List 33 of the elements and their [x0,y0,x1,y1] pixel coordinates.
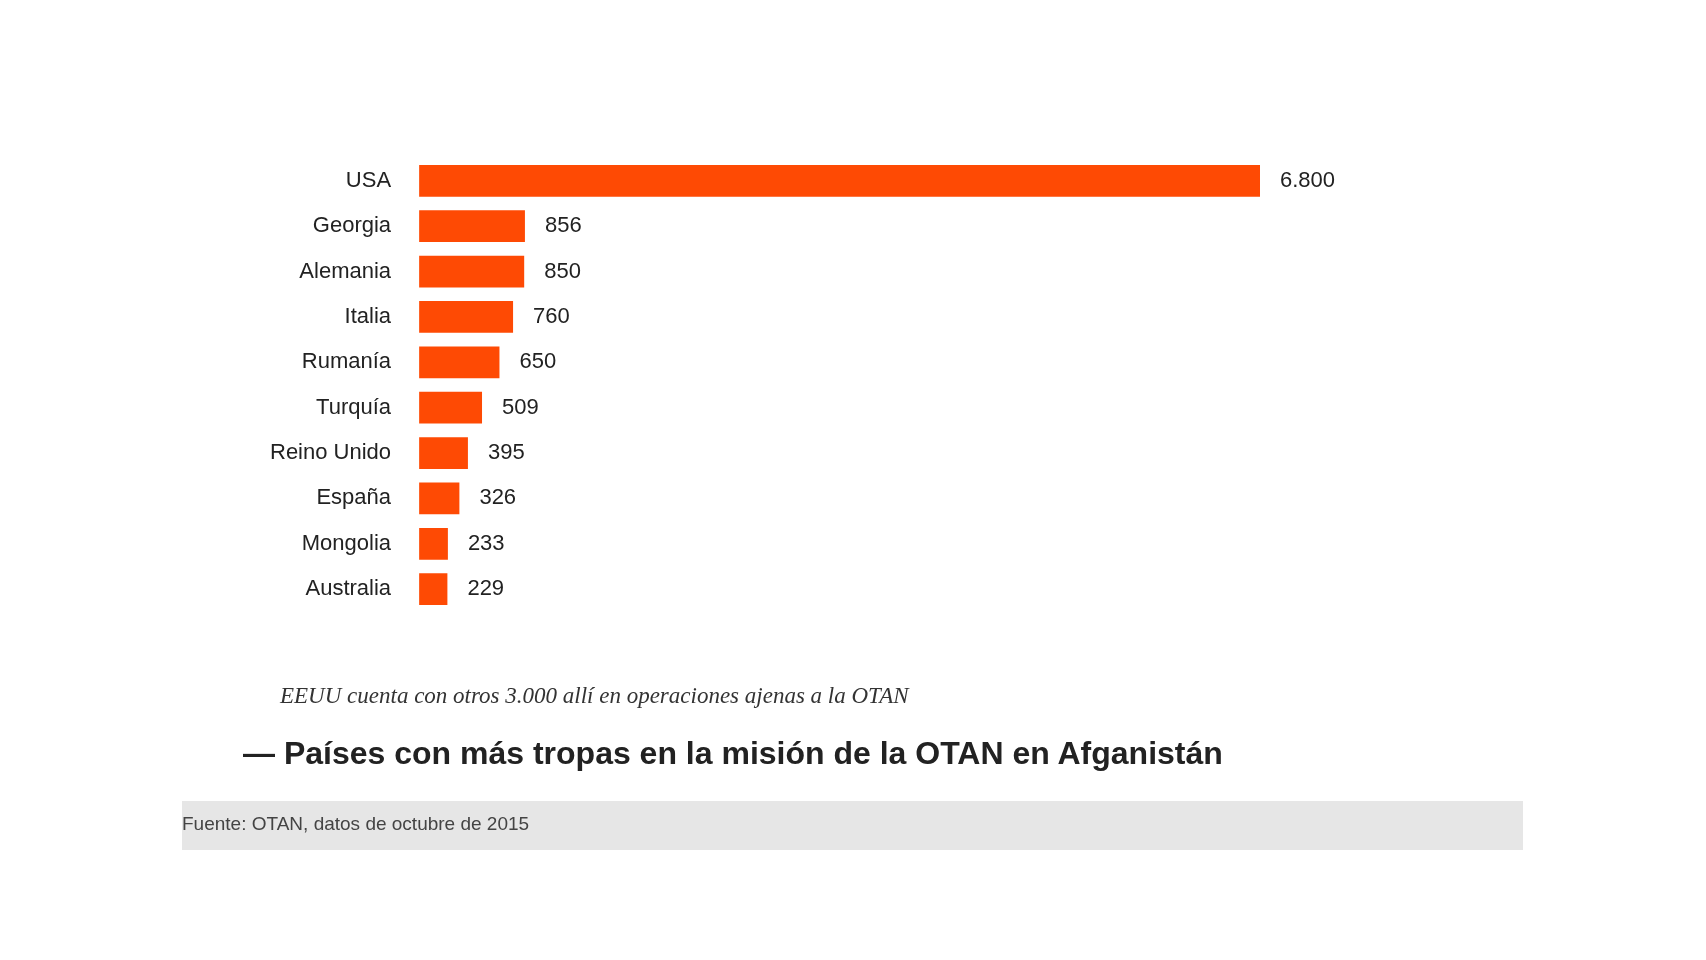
y-tick-label: Australia [305,575,392,601]
bar [419,437,468,469]
bar [419,391,483,424]
data-label: 850 [544,257,581,283]
y-tick-label: España [316,484,392,510]
data-label: 856 [544,212,582,238]
data-label: 509 [502,393,539,419]
bar [419,165,1260,197]
y-tick-label: Rumanía [301,348,392,374]
data-label: 229 [467,575,505,601]
bar [419,573,448,605]
source-note: Fuente: OTAN, datos de octubre de 2015 [182,801,1523,850]
bar [419,527,448,560]
y-tick-label: Turquía [316,393,392,419]
text: — Países con más tropas en la misión de la OTAN en Afganistán [243,735,1223,772]
data-label: 395 [487,439,525,465]
data-label: 6.800 [1280,166,1336,192]
y-tick-label: Italia [344,303,392,329]
y-tick-label: Reino Unido [270,439,392,465]
data-label: 233 [467,529,505,555]
data-label: 760 [533,303,570,329]
bar [419,210,525,243]
data-label: 650 [519,348,557,374]
data-label: 326 [479,484,517,510]
y-tick-label: Alemania [299,257,392,283]
y-tick-label: USA [345,166,392,192]
bar [419,482,460,515]
bar [419,301,514,333]
y-tick-label: Georgia [312,212,392,238]
bar [419,255,525,288]
text: EEUU cuenta con otros 3.000 allí en operaciones ajenas a la OTAN [280,683,909,709]
y-tick-label: Mongolia [301,529,392,555]
bar [419,346,500,379]
